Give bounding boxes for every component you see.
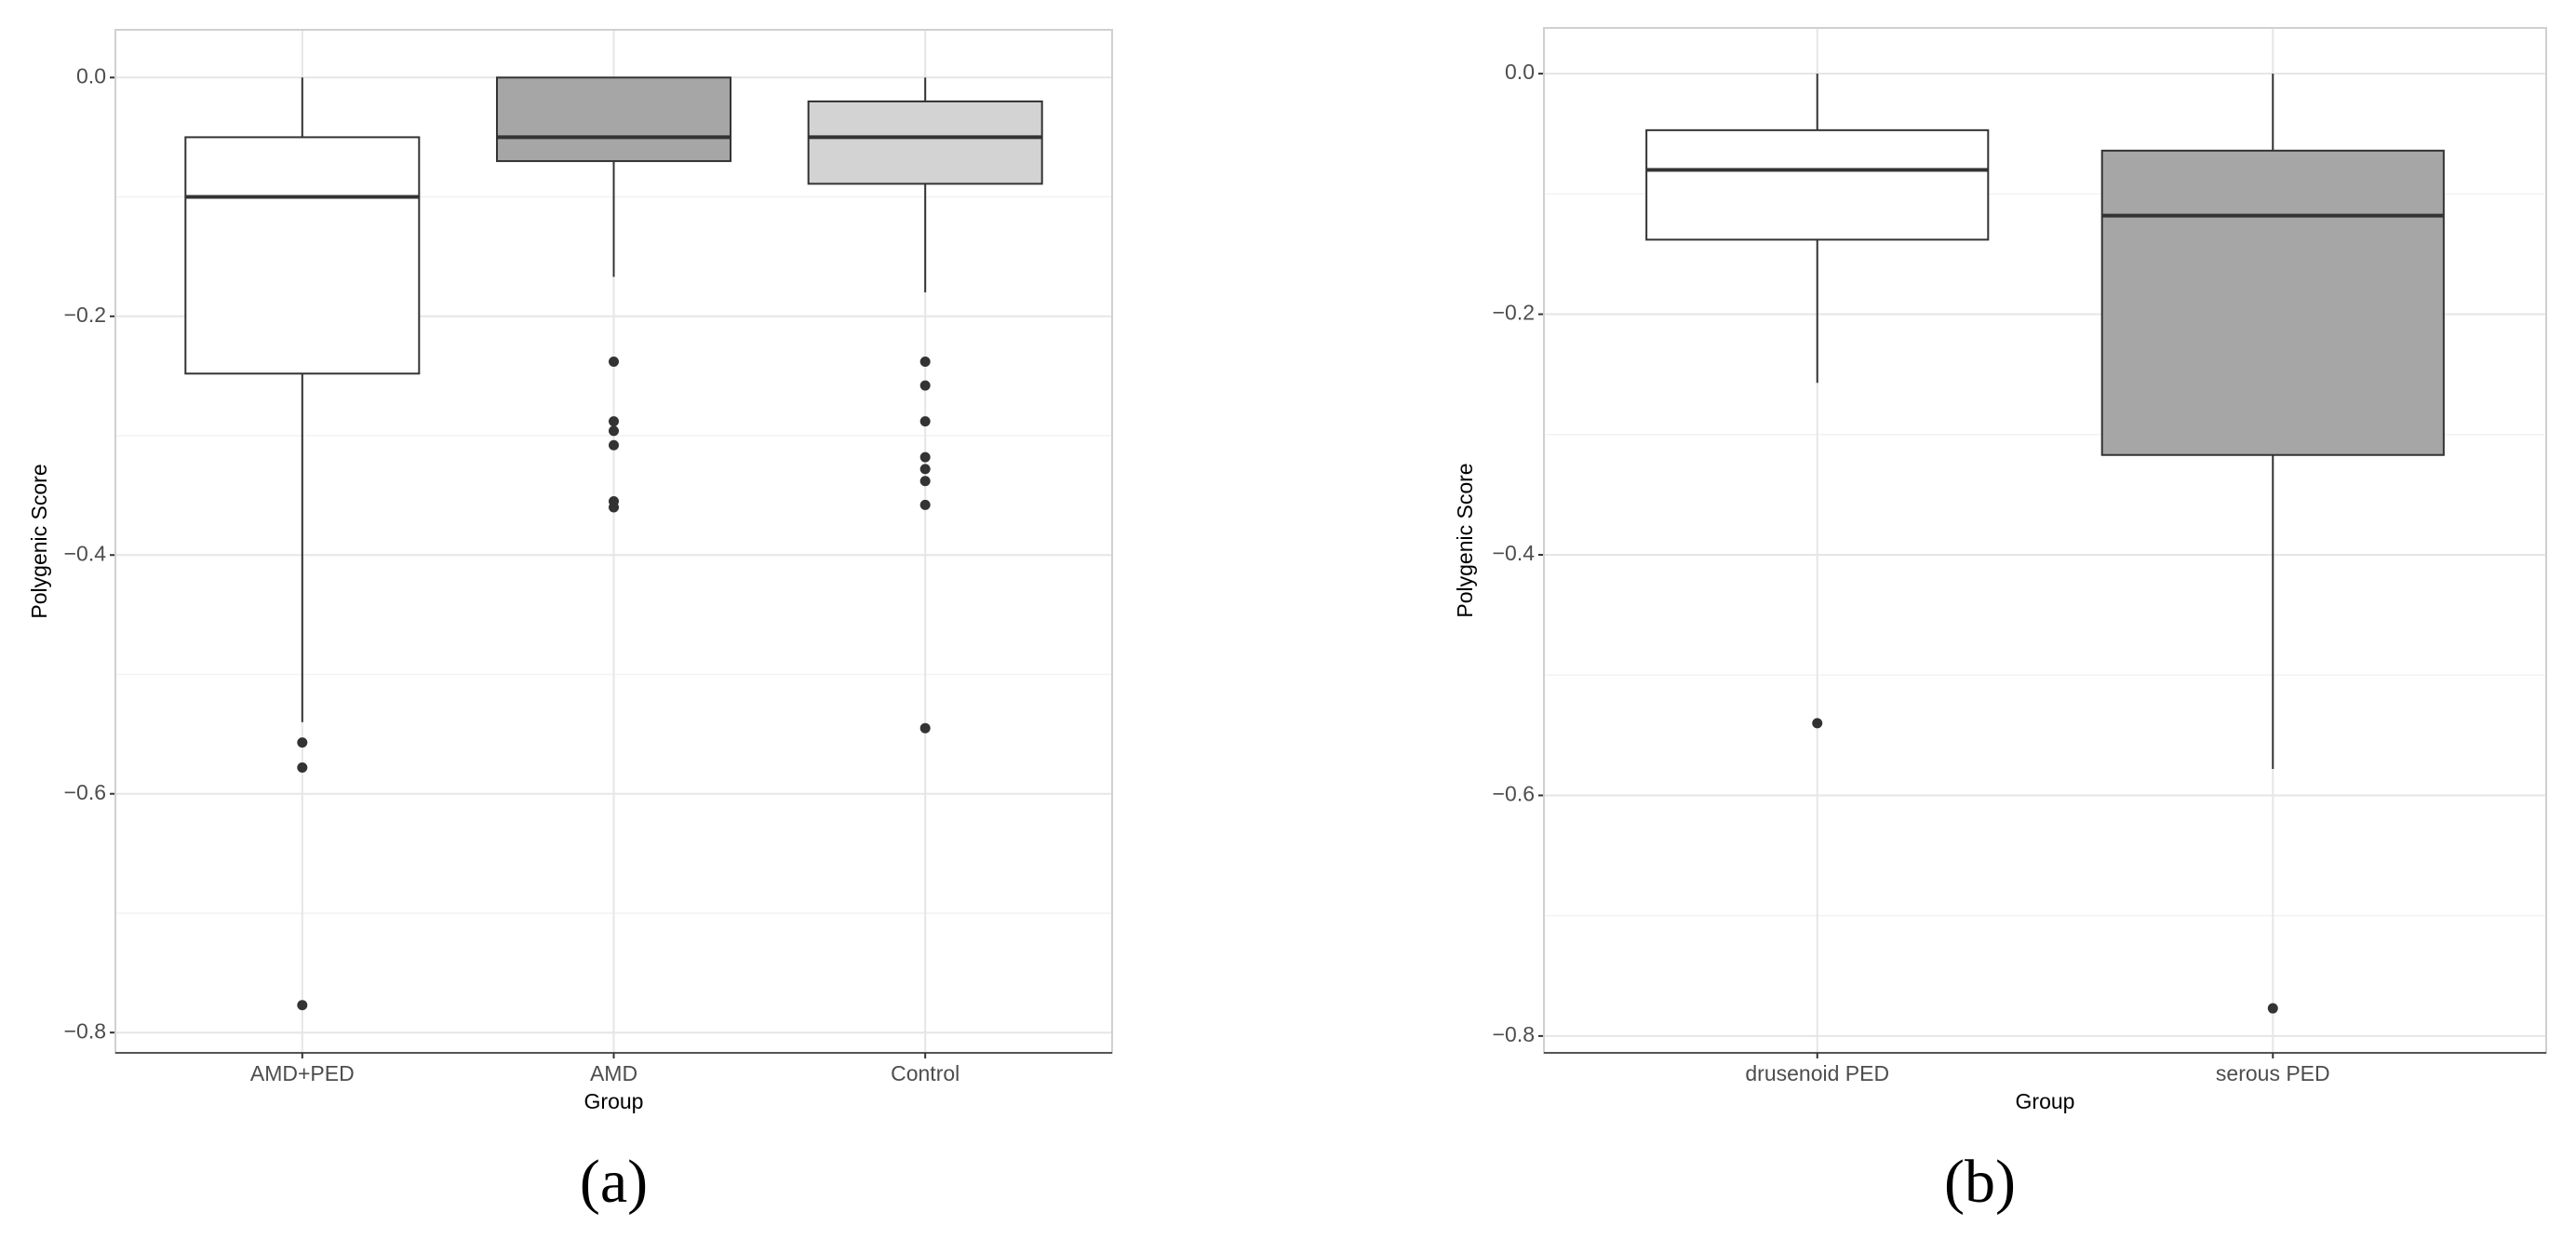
x-tick-label: AMD — [590, 1061, 637, 1085]
outlier — [297, 1000, 308, 1011]
y-tick-label: 0.0 — [76, 63, 106, 88]
outlier — [609, 439, 619, 451]
x-axis-title: Group — [584, 1089, 644, 1113]
outlier — [919, 464, 931, 475]
x-tick-label: Control — [891, 1061, 959, 1085]
y-tick-label: −0.8 — [1493, 1022, 1535, 1046]
box — [807, 100, 1043, 185]
chart-panel: 0.0 −0.2 −0.4 −0.6 −0.8 AMD+PED AMD Control Grou… — [27, 29, 1113, 1216]
outlier — [2267, 1003, 2278, 1014]
x-tick-label: drusenoid PED — [1745, 1061, 1889, 1085]
outlier — [919, 722, 931, 734]
outlier — [919, 380, 931, 391]
y-axis-title: Polygenic Score — [27, 464, 51, 618]
box — [184, 136, 421, 375]
box — [1645, 128, 1990, 241]
y-tick-label: −0.6 — [64, 780, 106, 804]
caption: (a) — [580, 1148, 648, 1216]
outlier — [919, 416, 931, 427]
outlier — [609, 425, 619, 437]
y-tick-label: −0.2 — [1493, 301, 1535, 325]
y-tick-label: −0.4 — [1493, 541, 1536, 565]
outlier — [297, 762, 308, 774]
outlier — [609, 502, 619, 513]
outlier — [919, 499, 931, 510]
outlier — [919, 476, 931, 487]
x-tick-label: serous PED — [2216, 1061, 2330, 1085]
y-tick-label: −0.2 — [64, 303, 106, 327]
y-tick-label: −0.8 — [64, 1018, 106, 1043]
box — [495, 76, 732, 163]
outlier — [297, 737, 308, 748]
outlier — [609, 416, 619, 427]
y-tick-label: 0.0 — [1505, 60, 1535, 84]
outlier — [609, 357, 619, 368]
y-axis-title: Polygenic Score — [1453, 463, 1477, 617]
x-axis-title: Group — [2016, 1089, 2075, 1113]
outlier — [1812, 718, 1823, 729]
y-tick-label: −0.6 — [1493, 782, 1535, 806]
y-tick-label: −0.4 — [64, 541, 107, 565]
chart-panel: 0.0 −0.2 −0.4 −0.6 −0.8 drusenoid PED serous P… — [1453, 27, 2547, 1216]
outlier — [919, 357, 931, 368]
outlier — [919, 451, 931, 463]
x-tick-label: AMD+PED — [250, 1061, 355, 1085]
box — [2100, 149, 2445, 456]
caption: (b) — [1944, 1148, 2016, 1216]
